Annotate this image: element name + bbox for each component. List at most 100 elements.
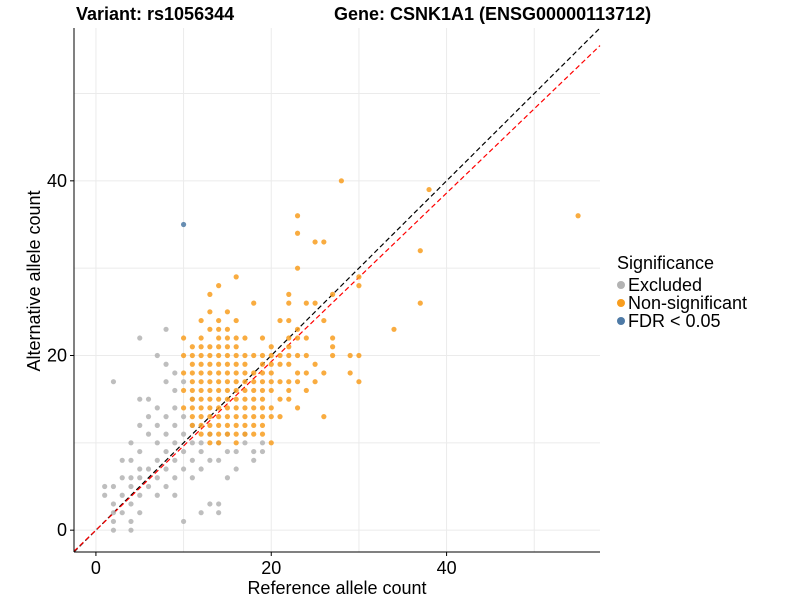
point-excluded [224,475,231,481]
point-non-significant [286,352,292,359]
point-non-significant [233,440,239,446]
point-non-significant [189,414,195,420]
point-non-significant [216,335,222,341]
point-excluded [224,448,231,455]
point-non-significant [207,405,213,411]
point-non-significant [207,361,213,367]
point-non-significant [268,361,274,367]
point-non-significant [207,344,213,350]
point-excluded [172,422,178,428]
point-non-significant [303,352,309,359]
point-non-significant [198,370,204,376]
x-axis-label: Reference allele count [247,578,426,598]
point-non-significant [251,422,257,428]
point-non-significant [224,335,231,341]
point-non-significant [233,379,239,385]
legend-dot-non-significant [617,299,625,307]
legend-dot-fdr [617,317,625,325]
point-excluded [242,440,248,446]
point-excluded [145,483,152,490]
legend-title: Significance [617,253,715,273]
point-excluded [128,518,134,525]
point-non-significant [259,379,266,385]
point-excluded [102,483,108,490]
point-excluded [137,422,143,428]
point-non-significant [286,361,292,367]
point-non-significant [330,344,336,350]
point-excluded [259,440,266,446]
point-excluded [233,448,239,455]
point-non-significant [189,370,195,376]
point-excluded [163,431,169,437]
point-non-significant [189,396,195,402]
point-non-significant [207,326,213,332]
point-non-significant [233,317,239,324]
axes [70,28,600,556]
point-non-significant [198,387,204,394]
point-non-significant [216,431,222,437]
point-non-significant [251,387,257,394]
point-non-significant [207,352,213,359]
point-excluded [110,501,117,507]
point-non-significant [224,379,231,385]
point-excluded [251,457,257,463]
point-non-significant [224,431,231,437]
point-excluded [119,510,125,516]
point-excluded [128,457,134,463]
point-non-significant [259,431,266,437]
point-non-significant [268,405,274,411]
point-excluded [128,483,134,490]
point-non-significant [268,370,274,376]
point-non-significant [224,344,231,350]
point-non-significant [216,396,222,402]
point-non-significant [189,422,195,428]
point-non-significant [312,300,318,306]
point-non-significant [224,405,231,411]
point-excluded [216,501,222,507]
y-tick-label: 20 [47,346,67,366]
point-excluded [172,405,178,411]
point-non-significant [259,422,266,428]
point-non-significant [207,422,213,428]
point-non-significant [198,361,204,367]
point-non-significant [242,431,248,437]
point-excluded [163,483,169,490]
point-excluded [154,492,160,498]
point-non-significant [198,422,204,428]
point-non-significant [259,352,266,359]
point-excluded [172,370,178,376]
point-non-significant [207,431,213,437]
point-non-significant [294,379,301,385]
point-non-significant [294,230,301,236]
point-excluded [110,483,117,490]
point-non-significant [294,265,301,271]
point-non-significant [233,335,239,341]
point-non-significant [216,379,222,385]
point-excluded [137,448,143,455]
point-excluded [137,335,143,341]
point-non-significant [180,335,187,341]
point-excluded [154,457,160,463]
point-non-significant [207,309,213,315]
point-non-significant [268,440,274,446]
point-non-significant [268,344,274,350]
point-non-significant [180,387,187,394]
point-non-significant [321,317,327,324]
point-non-significant [330,352,336,359]
point-excluded [233,466,239,472]
point-excluded [180,431,187,437]
point-non-significant [233,431,239,437]
point-non-significant [224,309,231,315]
point-non-significant [286,344,292,350]
point-excluded [172,492,178,498]
point-non-significant [198,352,204,359]
point-non-significant [286,387,292,394]
point-non-significant [180,405,187,411]
point-excluded [163,414,169,420]
point-non-significant [216,361,222,367]
point-non-significant [286,291,292,297]
point-non-significant [294,326,301,332]
point-excluded [180,448,187,455]
point-non-significant [189,361,195,367]
legend-label-non-significant: Non-significant [628,292,748,313]
